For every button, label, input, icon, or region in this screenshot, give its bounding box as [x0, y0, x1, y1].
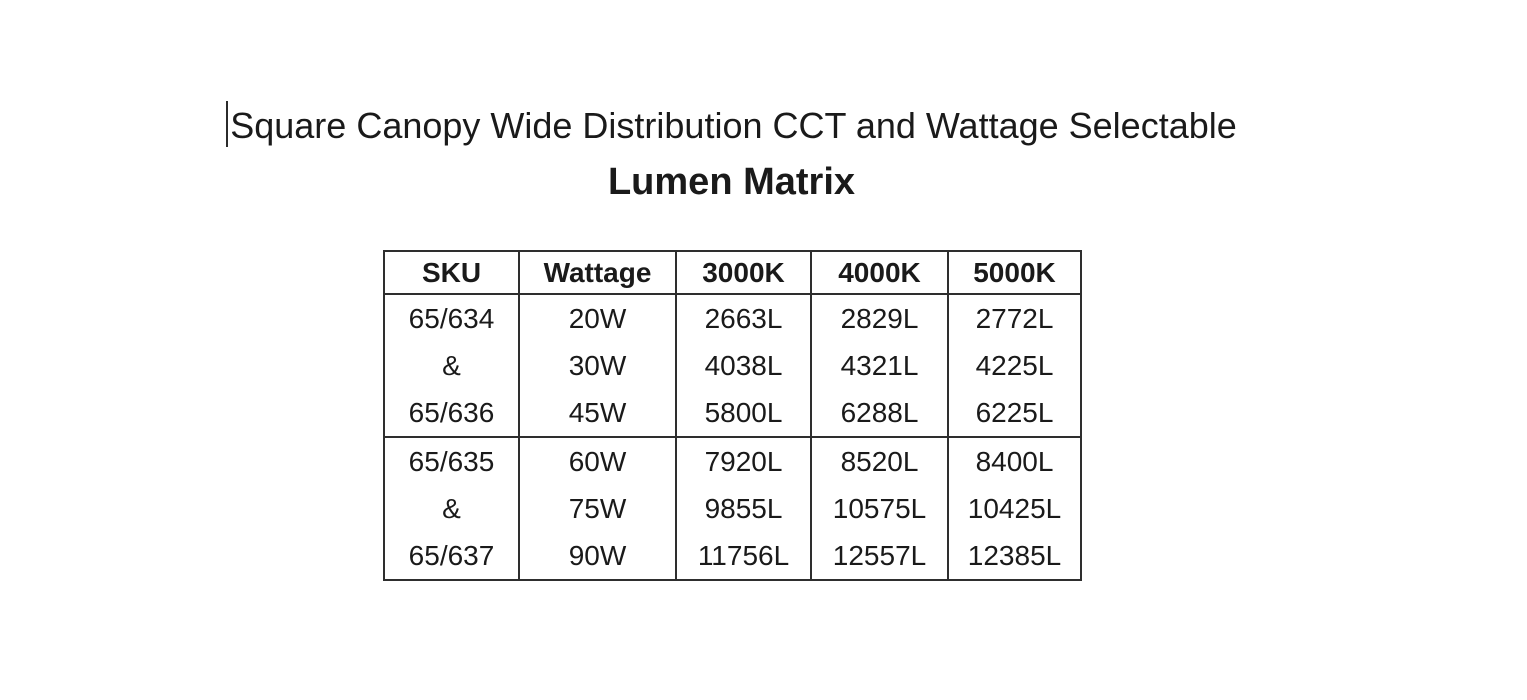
lumen-value: 8520L [840, 446, 919, 477]
wattage-value: 30W [568, 350, 627, 381]
lumen-value: 4038L [704, 350, 783, 381]
lumen-value: 2829L [840, 303, 919, 334]
wattage-value: 60W [568, 446, 627, 477]
sku-line: 65/634 [408, 303, 495, 334]
column-header-wattage: Wattage [518, 250, 677, 295]
wattage-value: 75W [568, 493, 627, 524]
sku-line: 65/637 [408, 540, 495, 571]
table-row-group-1: 65/634 & 65/636 20W 30W 45W 2663L 4038L … [383, 293, 1082, 438]
title-block: Square Canopy Wide Distribution CCT and … [181, 101, 1282, 203]
lumen-cell-3000k: 7920L 9855L 11756L [675, 436, 812, 581]
lumen-cell-5000k: 2772L 4225L 6225L [947, 293, 1082, 438]
text-cursor [226, 101, 229, 147]
sku-cell: 65/634 & 65/636 [383, 293, 520, 438]
wattage-cell: 20W 30W 45W [518, 293, 677, 438]
lumen-value: 9855L [704, 493, 783, 524]
lumen-value: 12557L [832, 540, 927, 571]
sku-line: 65/635 [408, 446, 495, 477]
column-header-3000k: 3000K [675, 250, 812, 295]
lumen-value: 10425L [967, 493, 1062, 524]
sku-cell: 65/635 & 65/637 [383, 436, 520, 581]
wattage-cell: 60W 75W 90W [518, 436, 677, 581]
lumen-value: 11756L [697, 540, 790, 571]
sku-line: & [442, 493, 461, 524]
document-subtitle: Lumen Matrix [607, 161, 856, 203]
wattage-value: 45W [568, 397, 627, 428]
lumen-value: 6225L [975, 397, 1054, 428]
lumen-value: 10575L [832, 493, 927, 524]
sku-line: 65/636 [408, 397, 495, 428]
column-header-5000k: 5000K [947, 250, 1082, 295]
document-title: Square Canopy Wide Distribution CCT and … [181, 101, 1282, 150]
lumen-value: 8400L [975, 446, 1054, 477]
lumen-value: 4225L [975, 350, 1054, 381]
lumen-value: 6288L [840, 397, 919, 428]
column-header-sku: SKU [383, 250, 520, 295]
document-title-text: Square Canopy Wide Distribution CCT and … [230, 105, 1237, 146]
lumen-cell-5000k: 8400L 10425L 12385L [947, 436, 1082, 581]
lumen-matrix-table: SKU Wattage 3000K 4000K 5000K 65/634 & 6… [383, 250, 1082, 581]
lumen-value: 2663L [704, 303, 783, 334]
wattage-value: 90W [568, 540, 627, 571]
lumen-value: 12385L [967, 540, 1062, 571]
wattage-value: 20W [568, 303, 627, 334]
sku-line: & [442, 350, 461, 381]
lumen-value: 4321L [840, 350, 919, 381]
lumen-value: 2772L [975, 303, 1054, 334]
header-row: SKU Wattage 3000K 4000K 5000K [383, 250, 1082, 295]
table-row-group-2: 65/635 & 65/637 60W 75W 90W 7920L 9855L … [383, 436, 1082, 581]
lumen-value: 7920L [704, 446, 783, 477]
lumen-cell-3000k: 2663L 4038L 5800L [675, 293, 812, 438]
lumen-cell-4000k: 8520L 10575L 12557L [810, 436, 949, 581]
lumen-cell-4000k: 2829L 4321L 6288L [810, 293, 949, 438]
column-header-4000k: 4000K [810, 250, 949, 295]
lumen-value: 5800L [704, 397, 783, 428]
